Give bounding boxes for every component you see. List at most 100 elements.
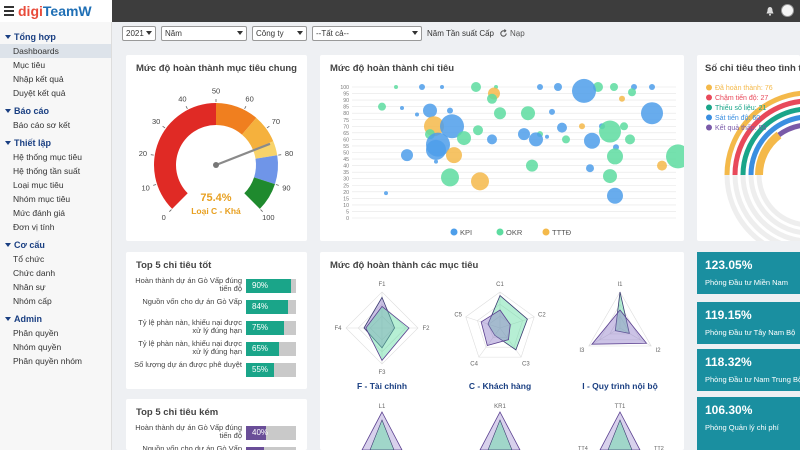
sidebar-item[interactable]: Phân quyền (13, 328, 59, 338)
bubble-point[interactable] (487, 134, 497, 145)
sidebar-group-header[interactable]: Cơ cấu (0, 238, 111, 252)
sidebar-item[interactable]: Báo cáo sơ kết (13, 120, 71, 130)
bubble-point[interactable] (415, 112, 419, 117)
year-select[interactable]: 2021 (122, 25, 156, 41)
bubble-point[interactable] (526, 159, 538, 172)
rank-row[interactable]: Tỷ lệ phàn nàn, khiếu nại được xử lý đún… (126, 339, 306, 359)
bubble-point[interactable] (426, 139, 446, 160)
bubble-point[interactable] (625, 134, 635, 145)
app-logo[interactable]: digiTeamW (18, 3, 92, 19)
bubble-point[interactable] (607, 148, 623, 165)
rank-row[interactable]: Hoàn thành dự án Gò Vấp đúng tiến độ 90% (126, 276, 306, 296)
bubble-point[interactable] (440, 114, 464, 139)
bubble-point[interactable] (657, 160, 667, 171)
sidebar-item[interactable]: Dashboards (0, 44, 111, 58)
bubble-point[interactable] (628, 88, 636, 97)
bubble-point[interactable] (666, 144, 684, 169)
sidebar-item[interactable]: Nhân sự (13, 282, 46, 292)
bubble-point[interactable] (521, 106, 535, 121)
bubble-point[interactable] (579, 123, 585, 130)
bubble-point[interactable] (434, 159, 438, 164)
bubble-point[interactable] (423, 103, 437, 118)
sidebar-item[interactable]: Duyệt kết quả (13, 88, 66, 98)
all-select[interactable]: --Tất cả-- (312, 25, 422, 41)
bubble-point[interactable] (446, 147, 462, 164)
org-value: Công ty (256, 28, 284, 38)
bubble-point[interactable] (471, 82, 481, 92)
bubble-point[interactable] (545, 134, 549, 139)
bubble-point[interactable] (378, 102, 386, 111)
rank-row[interactable]: Tỷ lệ phàn nàn, khiếu nại được xử lý đún… (126, 318, 306, 338)
bubble-point[interactable] (649, 84, 655, 90)
bubble-point[interactable] (584, 132, 600, 149)
bubble-point[interactable] (419, 84, 425, 90)
bubble-point[interactable] (557, 122, 567, 133)
sidebar-item[interactable]: Tổ chức (13, 254, 45, 264)
bubble-point[interactable] (441, 168, 459, 187)
gauge-needle (215, 142, 271, 167)
bubble-point[interactable] (620, 122, 628, 131)
sidebar-item[interactable]: Đơn vị tính (13, 222, 55, 232)
sidebar-item[interactable]: Mục tiêu (13, 60, 46, 70)
sidebar-item[interactable]: Hệ thống tần suất (13, 166, 81, 176)
bubble-y-tick: 40 (343, 164, 349, 170)
bubble-point[interactable] (562, 135, 570, 144)
kpi-card[interactable]: 123.05% Phòng Đầu tư Miền Nam (697, 252, 800, 294)
bubble-point[interactable] (607, 187, 623, 204)
sidebar-group-header[interactable]: Thiết lập (0, 136, 111, 150)
org-select[interactable]: Công ty (252, 25, 307, 41)
sidebar-group-header[interactable]: Admin (0, 312, 111, 326)
bubble-point[interactable] (641, 102, 663, 125)
bubble-point[interactable] (518, 128, 530, 141)
bubble-point[interactable] (554, 83, 562, 91)
sidebar-item[interactable]: Hệ thống mục tiêu (13, 152, 82, 162)
rank-row[interactable]: Nguồn vốn cho dự án Gò Vấp (126, 444, 306, 450)
rank-row[interactable]: Số lượng dự án được phê duyệt 55% (126, 360, 306, 380)
bubble-point[interactable] (401, 149, 413, 162)
sidebar-item[interactable]: Nhóm quyền (13, 342, 62, 352)
bubble-point[interactable] (487, 93, 497, 104)
rank-row[interactable]: Nguồn vốn cho dự án Gò Vấp 84% (126, 297, 306, 317)
bubble-point[interactable] (619, 95, 625, 102)
kpi-card[interactable]: 118.32% Phòng Đầu tư Nam Trung Bộ (697, 349, 800, 391)
bubble-point[interactable] (473, 125, 483, 136)
bubble-point[interactable] (384, 191, 388, 196)
reload-button[interactable]: Nạp (499, 29, 525, 38)
kpi-card[interactable]: 106.30% Phòng Quản lý chi phí (697, 397, 800, 450)
bubble-point[interactable] (529, 132, 543, 147)
sidebar-item[interactable]: Chức danh (13, 268, 56, 278)
bubble-point[interactable] (572, 78, 596, 103)
bubble-point[interactable] (549, 108, 555, 115)
sidebar-group-header[interactable]: Báo cáo (0, 104, 111, 118)
kpi-label: Phòng Đầu tư Miền Nam (705, 278, 788, 287)
bubble-point[interactable] (537, 84, 543, 90)
caret-down-icon (5, 35, 11, 39)
bubble-point[interactable] (603, 169, 617, 184)
sidebar-item[interactable]: Nhóm mục tiêu (13, 194, 71, 204)
sidebar-group-title: Tổng hợp (14, 32, 56, 42)
bubble-point[interactable] (494, 107, 506, 120)
sidebar-item[interactable]: Nhập kết quả (13, 74, 64, 84)
sidebar-group-header[interactable]: Tổng hợp (0, 30, 111, 44)
menu-icon[interactable] (4, 6, 14, 16)
sidebar-item[interactable]: Loại mục tiêu (13, 180, 64, 190)
sidebar-item[interactable]: Mức đánh giá (13, 208, 65, 218)
bubble-point[interactable] (457, 131, 471, 146)
bell-icon[interactable] (765, 6, 775, 16)
bubble-point[interactable] (394, 85, 398, 89)
bubble-point[interactable] (599, 120, 621, 143)
bubble-point[interactable] (471, 172, 489, 191)
bubble-point[interactable] (447, 107, 453, 114)
bubble-point[interactable] (400, 105, 404, 110)
bubble-point[interactable] (586, 164, 594, 173)
period-select[interactable]: Năm (161, 25, 247, 41)
sidebar-group: Báo cáo Báo cáo sơ kết (0, 104, 111, 132)
rank-row[interactable]: Hoàn thành dự án Gò Vấp đúng tiến độ 40% (126, 423, 306, 443)
status-label: Sát tiến độ: 60 (715, 113, 760, 122)
kpi-card[interactable]: 119.15% Phòng Đầu tư Tây Nam Bộ (697, 302, 800, 344)
bubble-point[interactable] (440, 85, 444, 89)
bubble-point[interactable] (610, 83, 618, 91)
sidebar-item[interactable]: Phân quyền nhóm (13, 356, 82, 366)
sidebar-item[interactable]: Nhóm cấp (13, 296, 52, 306)
avatar[interactable] (781, 4, 794, 17)
